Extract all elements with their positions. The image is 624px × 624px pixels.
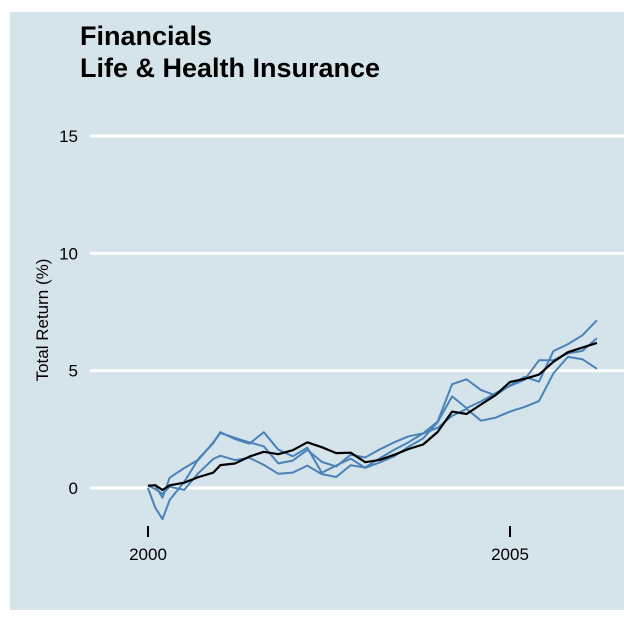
chart-panel xyxy=(10,12,624,610)
chart-subtitle: Life & Health Insurance xyxy=(80,53,381,83)
series-line-3 xyxy=(147,355,598,495)
chart-title: Financials xyxy=(80,21,213,51)
y-tick-label-10: 10 xyxy=(59,244,78,263)
y-tick-label-5: 5 xyxy=(69,362,78,381)
y-tick-label-15: 15 xyxy=(59,127,78,146)
y-axis-label: Total Return (%) xyxy=(33,259,52,382)
x-tick-label-2000: 2000 xyxy=(129,545,167,564)
y-tick-label-0: 0 xyxy=(69,479,78,498)
x-tick-label-2005: 2005 xyxy=(491,545,529,564)
series-line-2 xyxy=(147,337,598,521)
series-line-median xyxy=(147,341,598,491)
